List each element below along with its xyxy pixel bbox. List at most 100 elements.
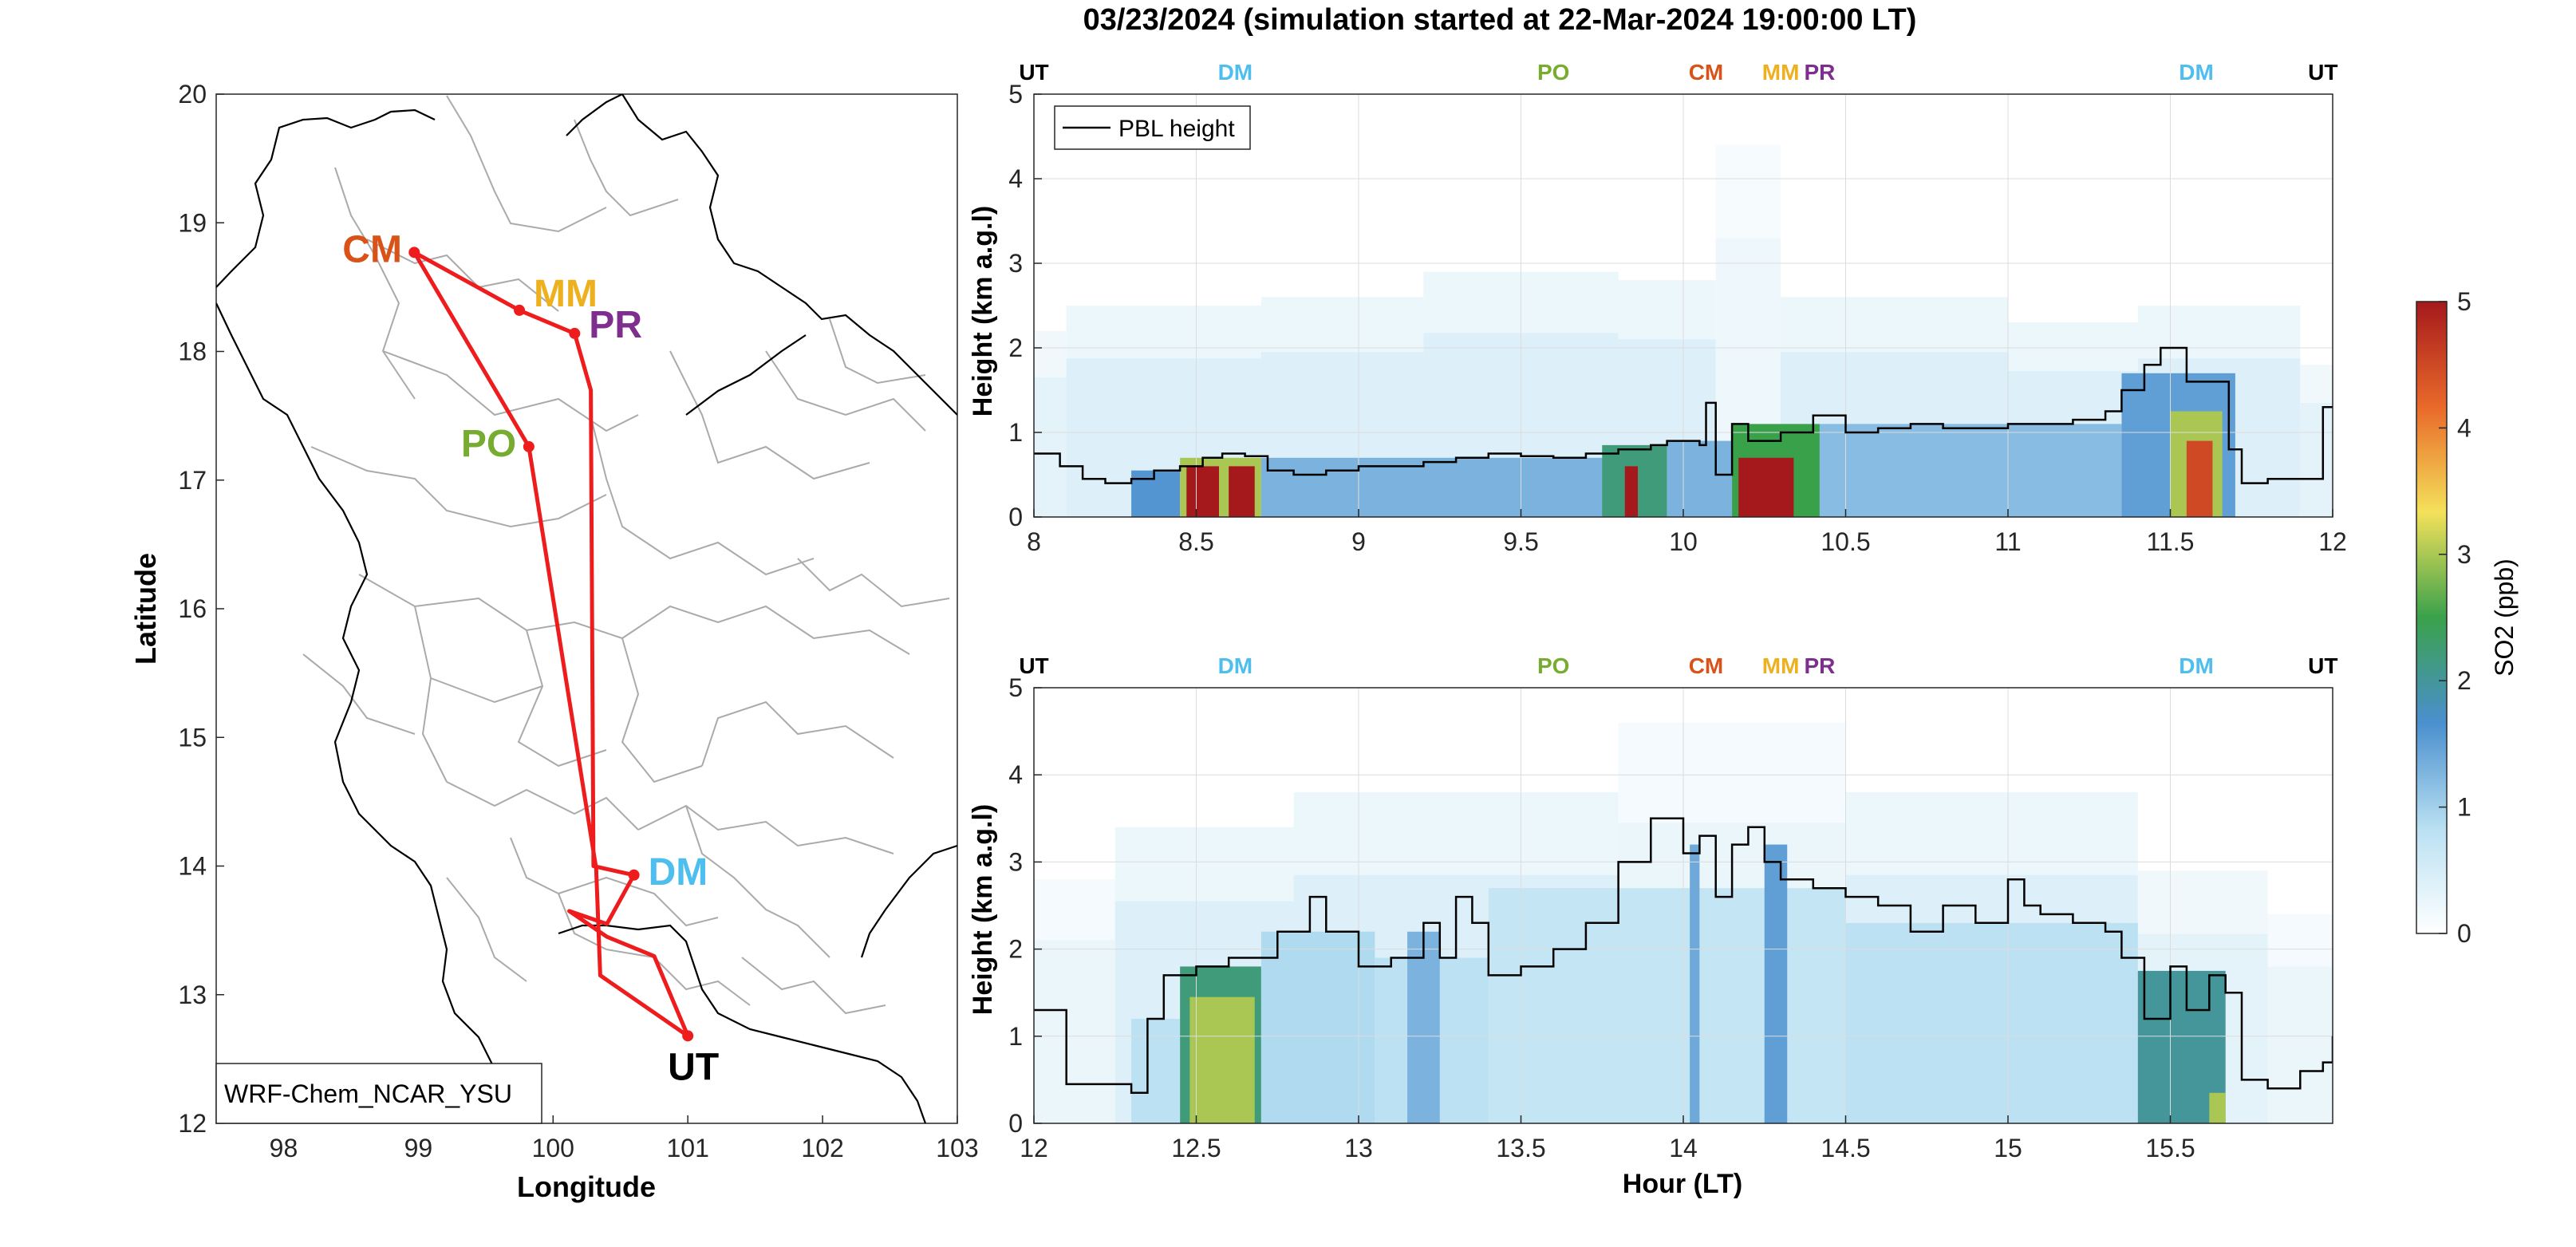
map-xlabel: Longitude (517, 1170, 656, 1203)
curtain-bottom-ylabel: Height (km a.g.l) (968, 804, 998, 1015)
so2-cell-mid (1034, 940, 1115, 1123)
site-label-ut: UT (668, 1046, 719, 1088)
site-label-dm: DM (649, 851, 708, 894)
site-label-cm: CM (342, 228, 402, 270)
curtain-ytick-label: 1 (1008, 1022, 1023, 1051)
curtain-top-ylabel: Height (km a.g.l) (968, 206, 998, 416)
curtain-ytick-label: 5 (1008, 673, 1023, 702)
site-marker-dm (628, 869, 640, 881)
site-marker-label-mm: MM (1762, 60, 1800, 85)
route-line (412, 250, 690, 1038)
so2-cell-mid (2300, 402, 2333, 517)
map-ytick-label: 20 (178, 80, 207, 109)
so2-cell (1260, 457, 1619, 517)
colorbar-tick-label: 2 (2457, 666, 2471, 695)
site-marker-label-mm: MM (1762, 653, 1800, 678)
colorbar-gradient (2416, 301, 2448, 934)
site-marker-label-cm: CM (1689, 653, 1724, 678)
colorbar-tick-label: 1 (2457, 793, 2471, 822)
pbl-height-line (1034, 346, 2333, 484)
curtain-xtick-label: 12 (2318, 527, 2347, 556)
curtain-xtick-label: 14 (1669, 1134, 1698, 1162)
site-marker-label-pr: PR (1804, 653, 1835, 678)
curtain-ytick-label: 2 (1008, 333, 1023, 362)
map-ytick-label: 16 (178, 594, 207, 623)
so2-field (1034, 722, 2333, 1123)
figure-title: 03/23/2024 (simulation started at 22-Mar… (1083, 3, 1917, 37)
so2-cell (1690, 844, 1700, 1123)
curtain-ytick-label: 1 (1008, 418, 1023, 447)
so2-cell (1131, 470, 1181, 517)
so2-cell (1624, 466, 1639, 517)
curtain-ytick-label: 2 (1008, 935, 1023, 964)
site-marker-label-cm: CM (1689, 60, 1724, 85)
site-marker-po (523, 440, 535, 452)
map-xtick-label: 99 (404, 1134, 433, 1162)
so2-cell (1131, 1018, 1181, 1123)
map-axes: 98 99 100 101 102 103 12 13 14 15 16 17 18 19 20 (178, 80, 978, 1162)
site-marker-label-po: PO (1537, 60, 1569, 85)
so2-cell (1488, 888, 1846, 1123)
site-marker-label-dm: DM (1218, 653, 1253, 678)
so2-cell (1189, 996, 1255, 1123)
site-marker-label-ut: UT (2308, 653, 2337, 678)
colorbar-label: SO2 (ppb) (2490, 558, 2519, 677)
curtain-xtick-label: 14.5 (1821, 1134, 1870, 1162)
so2-cell-mid (2267, 966, 2333, 1123)
curtain-ytick-label: 4 (1008, 760, 1023, 789)
site-marker-label-ut: UT (2308, 60, 2337, 85)
map-province-borders (302, 95, 950, 1015)
curtain-xtick-label: 8.5 (1178, 527, 1213, 556)
curtain-xtick-label: 11.5 (2147, 527, 2195, 556)
colorbar-tick-label: 5 (2457, 287, 2471, 316)
so2-cell-mid (1034, 377, 1067, 517)
map-ytick-label: 17 (178, 466, 207, 495)
map-ylabel: Latitude (129, 553, 162, 665)
map-xtick-label: 103 (936, 1134, 978, 1162)
map-xtick-label: 100 (532, 1134, 574, 1162)
site-marker-label-dm: DM (2179, 653, 2214, 678)
curtain-xtick-label: 8 (1027, 527, 1041, 556)
map-ytick-label: 12 (178, 1109, 207, 1138)
site-marker-label-dm: DM (1218, 60, 1253, 85)
curtain-xlabel: Hour (LT) (1623, 1169, 1742, 1199)
colorbar-ticks: 0 1 2 3 4 5 (2439, 287, 2471, 948)
colorbar-tick-label: 4 (2457, 413, 2471, 442)
curtain-xtick-label: 13 (1344, 1134, 1373, 1162)
curtain-ytick-label: 3 (1008, 847, 1023, 876)
so2-cell (2209, 1092, 2226, 1123)
map-xtick-label: 102 (801, 1134, 843, 1162)
site-marker-label-ut: UT (1019, 60, 1048, 85)
site-marker-label-dm: DM (2179, 60, 2214, 85)
site-label-pr: PR (589, 304, 642, 346)
curtain-ytick-label: 0 (1008, 1109, 1023, 1138)
so2-field (1034, 144, 2333, 517)
curtain-xtick-label: 12.5 (1171, 1134, 1221, 1162)
curtain-xtick-label: 13.5 (1496, 1134, 1545, 1162)
map-frame (215, 93, 958, 1124)
site-marker-cm (408, 247, 420, 258)
site-marker-pr (569, 327, 581, 339)
map-coastline (216, 94, 957, 1123)
colorbar-tick-label: 3 (2457, 540, 2471, 569)
site-marker-label-pr: PR (1804, 60, 1835, 85)
curtain-xtick-label: 9.5 (1503, 527, 1538, 556)
map-xtick-label: 98 (270, 1134, 298, 1162)
curtain-ytick-label: 4 (1008, 164, 1023, 193)
colorbar-tick-label: 0 (2457, 919, 2471, 948)
so2-cell (1819, 424, 2122, 517)
so2-cell (1764, 844, 1788, 1123)
site-label-po: PO (461, 423, 516, 465)
curtain-xtick-label: 10 (1669, 527, 1698, 556)
map-ytick-label: 15 (178, 723, 207, 752)
site-marker-mm (514, 304, 526, 316)
site-marker-label-po: PO (1537, 653, 1569, 678)
pbl-legend: PBL height (1054, 105, 1251, 150)
site-marker-label-ut: UT (1019, 653, 1048, 678)
curtain-xtick-label: 15.5 (2145, 1134, 2195, 1162)
curtain-ytick-label: 3 (1008, 249, 1023, 278)
